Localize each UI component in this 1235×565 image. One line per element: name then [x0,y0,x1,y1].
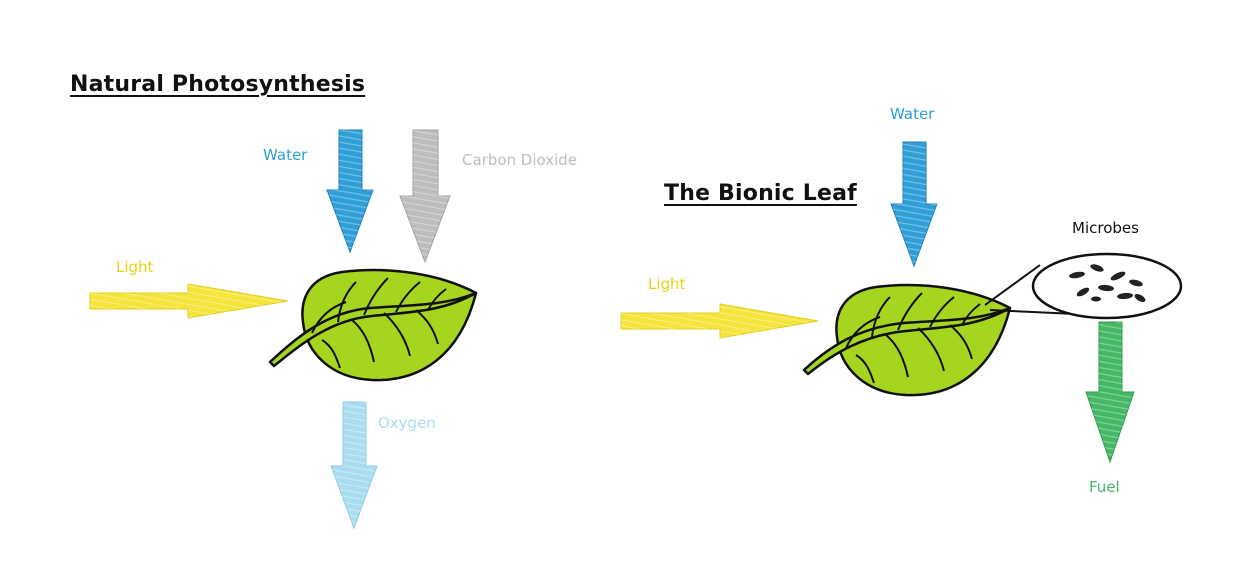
light-label-left: Light [116,258,154,276]
oxygen-arrow [330,401,378,530]
light-arrow-left [89,283,289,319]
water-arrow-left [326,129,374,254]
microbes-magnifier [1031,252,1183,320]
water-label-right: Water [890,105,935,123]
fuel-arrow [1085,321,1135,464]
carbon-dioxide-label: Carbon Dioxide [462,151,578,169]
carbon-dioxide-arrow [399,129,451,264]
light-label-right: Light [648,275,686,293]
leaf-right [802,283,1012,397]
natural-photosynthesis-title: Natural Photosynthesis [70,72,366,97]
leaf-left [268,268,478,382]
oxygen-label: Oxygen [378,414,436,432]
light-arrow-right [620,303,819,339]
microbes-label: Microbes [1072,219,1139,237]
bionic-leaf-title: The Bionic Leaf [664,181,857,206]
water-arrow-right [890,141,938,268]
water-label-left: Water [263,146,308,164]
fuel-label: Fuel [1089,478,1120,496]
